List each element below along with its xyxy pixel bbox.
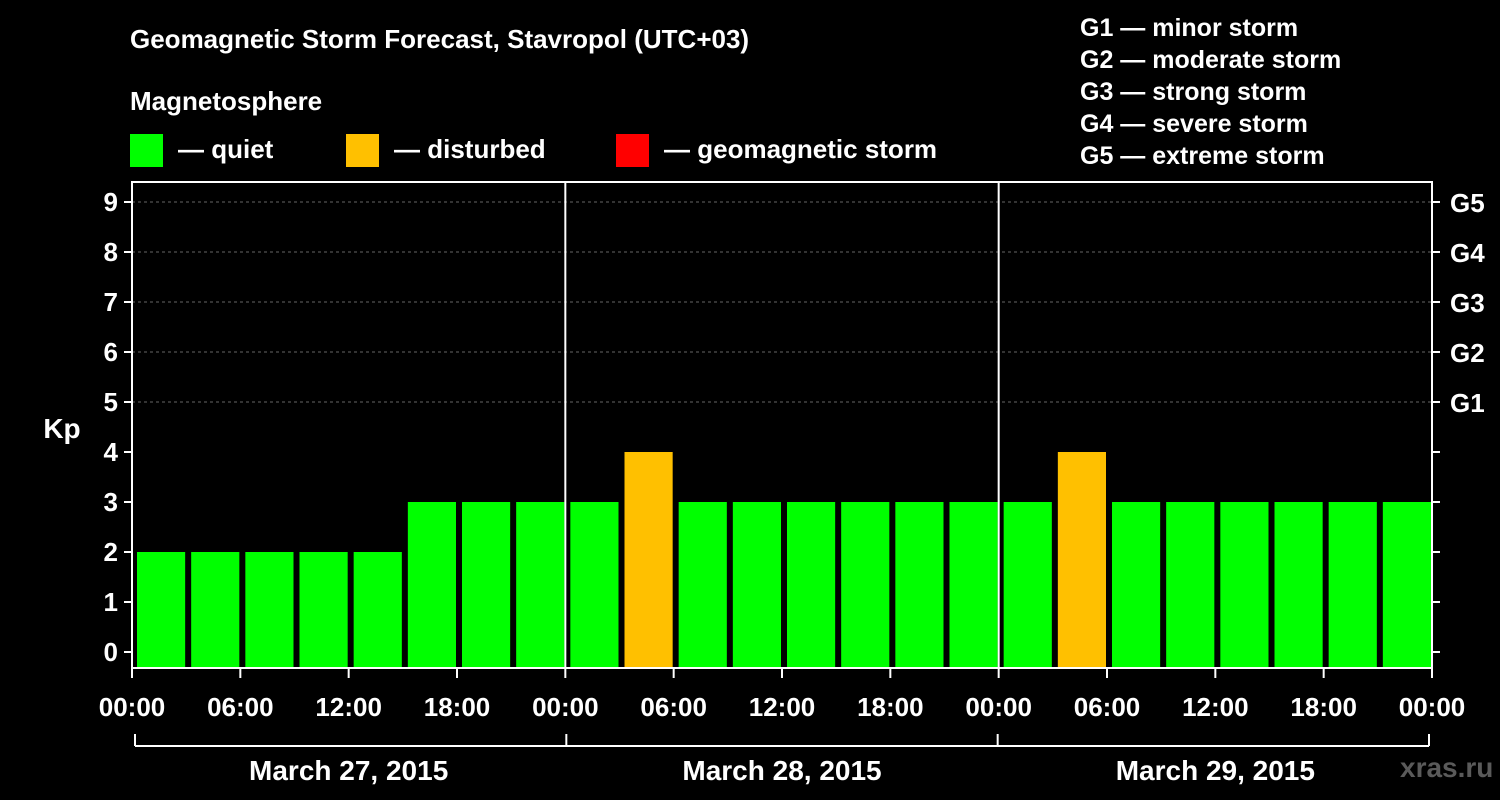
- chart-title: Geomagnetic Storm Forecast, Stavropol (U…: [130, 24, 750, 54]
- kp-bar: [462, 502, 511, 668]
- kp-bar: [245, 552, 294, 668]
- legend-swatch-storm: [616, 134, 649, 167]
- scale-g5: G5 — extreme storm: [1080, 142, 1325, 170]
- scale-g3: G3 — strong storm: [1080, 78, 1307, 106]
- kp-bar: [299, 552, 348, 668]
- x-tick-label: 06:00: [1074, 692, 1141, 722]
- x-tick-label: 12:00: [749, 692, 816, 722]
- kp-bar: [1166, 502, 1215, 668]
- legend-swatch-quiet: [130, 134, 163, 167]
- kp-bar: [1003, 502, 1052, 668]
- right-axis-label: G5: [1450, 188, 1485, 218]
- kp-bar: [407, 502, 456, 668]
- y-axis-label: Kp: [43, 413, 80, 444]
- scale-g4: G4 — severe storm: [1080, 110, 1308, 138]
- watermark: xras.ru: [1400, 752, 1494, 783]
- kp-bar: [1220, 502, 1269, 668]
- right-axis-label: G2: [1450, 338, 1485, 368]
- y-tick-label: 2: [104, 537, 118, 567]
- y-tick-label: 4: [104, 437, 119, 467]
- kp-bar: [624, 452, 673, 668]
- kp-bar: [1112, 502, 1161, 668]
- x-tick-label: 12:00: [315, 692, 382, 722]
- y-tick-label: 0: [104, 637, 118, 667]
- y-tick-label: 7: [104, 287, 118, 317]
- scale-g2: G2 — moderate storm: [1080, 46, 1342, 74]
- kp-bar: [137, 552, 186, 668]
- legend-swatch-disturbed: [346, 134, 379, 167]
- kp-bar: [678, 502, 727, 668]
- legend-label-storm: — geomagnetic storm: [664, 134, 938, 164]
- kp-bar: [841, 502, 890, 668]
- day-label: March 27, 2015: [249, 755, 448, 786]
- day-label: March 28, 2015: [682, 755, 881, 786]
- kp-bar: [570, 502, 619, 668]
- legend-heading: Magnetosphere: [130, 86, 323, 116]
- y-tick-label: 1: [104, 587, 118, 617]
- x-tick-label: 06:00: [640, 692, 707, 722]
- kp-bar: [353, 552, 402, 668]
- x-tick-label: 00:00: [1399, 692, 1466, 722]
- y-tick-label: 3: [104, 487, 118, 517]
- x-tick-label: 00:00: [532, 692, 599, 722]
- scale-g1: G1 — minor storm: [1080, 14, 1299, 42]
- x-tick-label: 12:00: [1182, 692, 1249, 722]
- kp-bar: [895, 502, 944, 668]
- x-tick-label: 18:00: [1290, 692, 1357, 722]
- kp-bar: [516, 502, 565, 668]
- x-tick-label: 00:00: [965, 692, 1032, 722]
- kp-bar: [1328, 502, 1377, 668]
- x-tick-label: 18:00: [424, 692, 491, 722]
- kp-bar: [787, 502, 836, 668]
- day-label: March 29, 2015: [1116, 755, 1315, 786]
- kp-bar: [949, 502, 998, 668]
- y-tick-label: 5: [104, 387, 118, 417]
- kp-bar: [1382, 502, 1431, 668]
- x-tick-label: 06:00: [207, 692, 274, 722]
- y-tick-label: 8: [104, 237, 118, 267]
- x-tick-label: 18:00: [857, 692, 924, 722]
- kp-bar: [191, 552, 240, 668]
- y-tick-label: 6: [104, 337, 118, 367]
- right-axis-label: G4: [1450, 238, 1485, 268]
- y-tick-label: 9: [104, 187, 118, 217]
- legend-label-disturbed: — disturbed: [394, 134, 546, 164]
- kp-bar: [1274, 502, 1323, 668]
- legend-label-quiet: — quiet: [178, 134, 274, 164]
- right-axis-label: G1: [1450, 388, 1485, 418]
- x-tick-label: 00:00: [99, 692, 166, 722]
- right-axis-label: G3: [1450, 288, 1485, 318]
- kp-bar: [732, 502, 781, 668]
- kp-bar: [1057, 452, 1106, 668]
